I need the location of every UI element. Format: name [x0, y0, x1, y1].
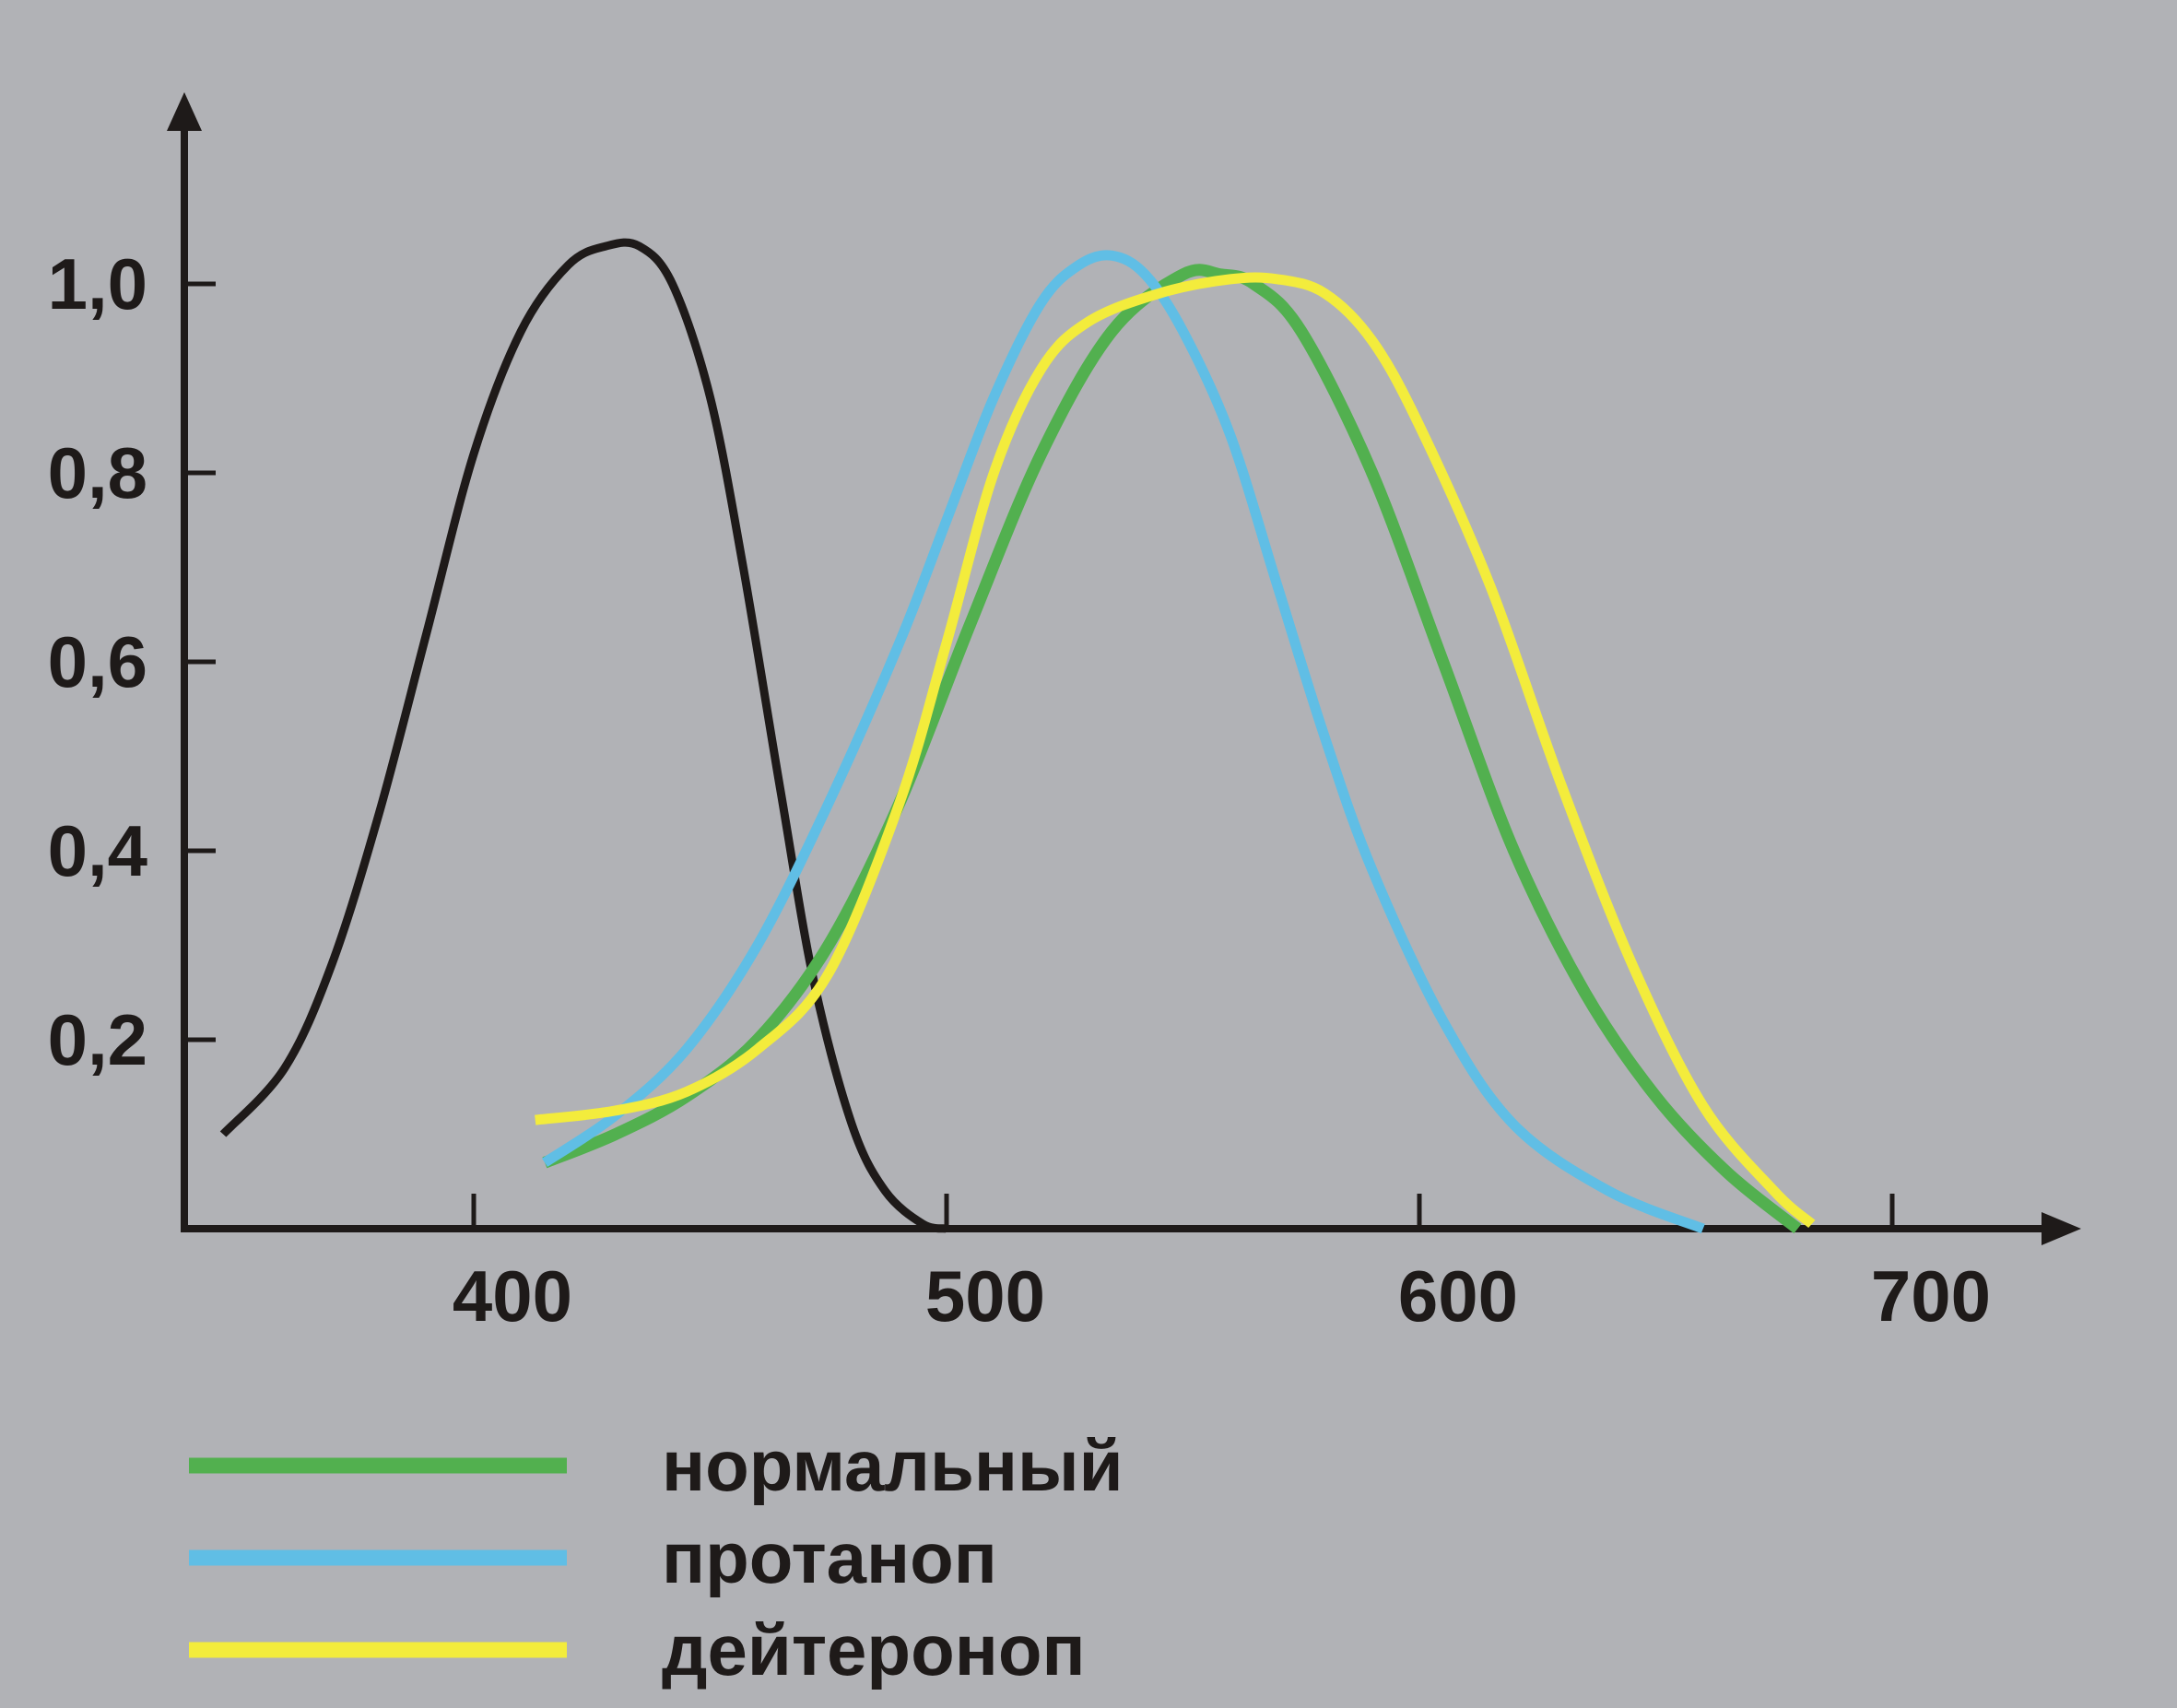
legend-item-deuteranope-label: дейтероноп: [662, 1609, 1086, 1690]
x-axis-arrow: [2042, 1212, 2081, 1245]
s-cone-curve-line: [219, 238, 947, 1233]
x-tick-label-600: 600: [1398, 1255, 1518, 1337]
legend-item-protanope: протаноп: [189, 1517, 997, 1598]
y-tick-label-0-6: 0,6: [48, 621, 147, 702]
y-axis-arrow: [167, 92, 202, 131]
deuteranope-curve-line: [535, 272, 1816, 1229]
y-tick-label-0-2: 0,2: [48, 999, 147, 1080]
y-tick-label-0-4: 0,4: [48, 810, 147, 891]
x-tick-label-700: 700: [1871, 1255, 1991, 1337]
normal-curve-line: [542, 264, 1802, 1234]
y-tick-label-0-8: 0,8: [48, 432, 147, 513]
x-tick-label-500: 500: [925, 1255, 1045, 1337]
x-tick-label-400: 400: [453, 1255, 572, 1337]
y-tick-label-1: 1,0: [48, 243, 147, 324]
legend-item-normal-label: нормальный: [662, 1425, 1124, 1506]
legend-item-normal: нормальный: [189, 1425, 1124, 1506]
legend-item-protanope-label: протаноп: [662, 1517, 997, 1598]
protanope-curve-line: [541, 250, 1705, 1234]
legend-item-deuteranope: дейтероноп: [189, 1609, 1086, 1690]
